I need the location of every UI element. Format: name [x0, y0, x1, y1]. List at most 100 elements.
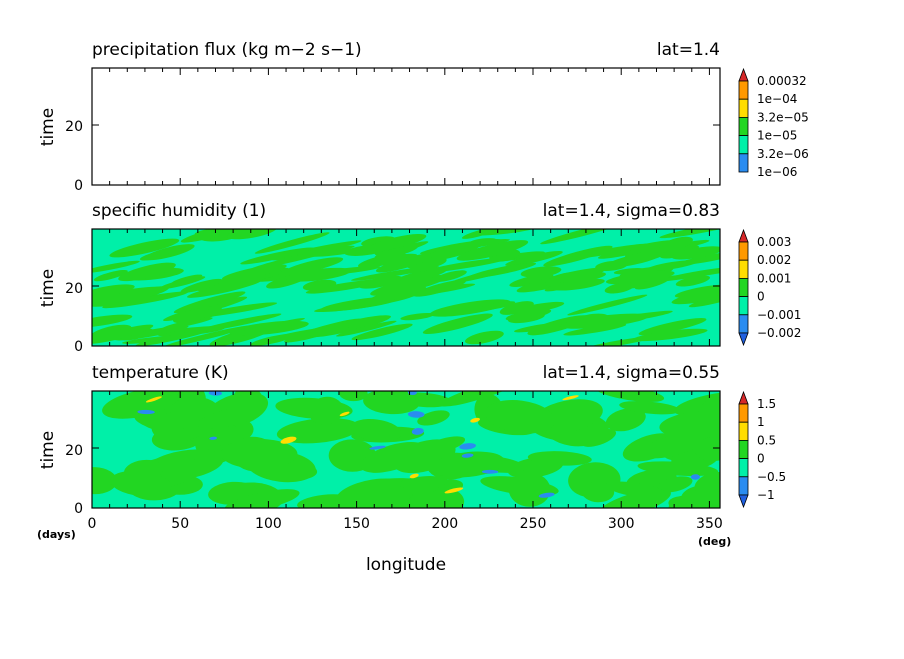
- field-patch: [92, 324, 154, 344]
- field-patch: [429, 299, 511, 317]
- field-patch-cold: [481, 469, 499, 474]
- colorbar: 0.00032 1e−04 3.2e−05 1e−05 3.2e−06 1e−06: [738, 67, 809, 179]
- field-patch-cold: [690, 474, 700, 480]
- field-patch: [604, 282, 635, 294]
- x-tick-label: 150: [343, 516, 370, 532]
- panel-title: specific humidity (1): [92, 201, 266, 221]
- field-patch-cold: [369, 445, 386, 450]
- field-patch: [240, 247, 314, 265]
- field-patch: [375, 253, 434, 273]
- field-patch: [633, 328, 708, 342]
- x-tick-label: 250: [520, 516, 547, 532]
- colorbar-label: 1e−04: [757, 92, 797, 106]
- field-patch: [594, 391, 665, 402]
- field-patch: [640, 433, 704, 459]
- colorbar-segment: [738, 259, 749, 279]
- field-patch: [634, 277, 670, 290]
- field-layer: [92, 391, 720, 508]
- ticks: [91, 391, 720, 509]
- plot-frame: [91, 228, 721, 347]
- colorbar-segment: [738, 296, 749, 316]
- field-patch-cold: [209, 436, 217, 440]
- field-patch: [224, 489, 300, 508]
- field-patch-warm: [444, 487, 464, 494]
- colorbar-label: −0.001: [757, 308, 801, 322]
- field-patch: [399, 476, 449, 490]
- field-patch: [476, 229, 538, 236]
- colorbar-segment: [738, 314, 749, 334]
- field-patch: [400, 312, 435, 321]
- field-patch: [662, 236, 693, 251]
- field-patch: [605, 481, 667, 499]
- field-patch: [358, 275, 403, 289]
- field-patch: [222, 264, 287, 281]
- field-patch: [92, 314, 133, 328]
- field-patch: [456, 240, 529, 261]
- field-patch: [478, 301, 516, 311]
- field-patch-warm: [470, 417, 480, 423]
- x-tick-label: 100: [255, 516, 282, 532]
- field-patch-cold: [538, 492, 555, 498]
- field-patch: [339, 391, 368, 402]
- field-patch: [369, 234, 427, 251]
- field-patch: [159, 276, 206, 289]
- panel-subtitle: lat=1.4, sigma=0.55: [543, 363, 720, 383]
- x-tick-label: 350: [696, 516, 723, 532]
- field-patch: [256, 322, 297, 333]
- field-patch: [605, 270, 675, 285]
- field-patch: [275, 397, 353, 420]
- field-patch-warm: [409, 473, 419, 479]
- field-patch: [445, 239, 510, 250]
- field-patch: [373, 253, 418, 266]
- field-patch: [563, 323, 627, 336]
- colorbar-label: 1.5: [757, 397, 776, 411]
- field-patch: [659, 410, 720, 439]
- field-patch: [119, 328, 154, 341]
- plot-area: [92, 68, 720, 185]
- field-patch: [595, 260, 628, 271]
- field-patch-cold: [407, 411, 425, 418]
- colorbar-label: 0.00032: [757, 74, 807, 88]
- field-patch: [578, 313, 608, 322]
- colorbar-segment: [738, 476, 749, 496]
- y-tick-label: 0: [74, 339, 83, 355]
- field-patch: [180, 278, 223, 293]
- field-patch: [92, 467, 117, 495]
- field-patch: [505, 250, 563, 267]
- colorbar-arrow-top: [738, 67, 749, 82]
- field-patch: [461, 229, 497, 239]
- colorbar: 0.003 0.002 0.001 0 −0.001 −0.002: [738, 228, 801, 347]
- field-patch: [485, 400, 556, 434]
- colorbar-segment: [738, 241, 749, 261]
- colorbar-label: 0.002: [757, 253, 791, 267]
- field-patch: [560, 313, 649, 329]
- field-patch: [270, 325, 350, 341]
- field-patch: [656, 476, 693, 493]
- ticks: [91, 229, 720, 347]
- colorbar-label: −0.002: [757, 326, 801, 340]
- field-patch: [172, 308, 211, 324]
- field-patch: [92, 284, 135, 297]
- field-patch: [567, 294, 648, 316]
- panel-subtitle: lat=1.4, sigma=0.83: [543, 201, 720, 221]
- ticks: [91, 68, 720, 186]
- field-patch: [540, 229, 628, 245]
- field-patch: [195, 313, 282, 333]
- field-patch: [320, 296, 396, 312]
- field-patch: [598, 240, 675, 259]
- field-patch: [668, 265, 720, 279]
- x-tick-label: 0: [88, 516, 97, 532]
- field-patch: [405, 487, 465, 508]
- x-axis-label: longitude: [366, 555, 446, 575]
- panel-precipitation: precipitation flux (kg m−2 s−1) lat=1.4 …: [38, 40, 809, 194]
- field-patch: [527, 451, 592, 466]
- colorbar-segment: [738, 458, 749, 478]
- field-patch: [351, 266, 439, 281]
- field-patch: [197, 405, 264, 429]
- field-patch-warm: [562, 395, 579, 401]
- y-tick-label: 0: [74, 178, 83, 194]
- field-patch: [226, 229, 277, 240]
- field-patch: [374, 241, 429, 258]
- field-patch: [310, 247, 367, 257]
